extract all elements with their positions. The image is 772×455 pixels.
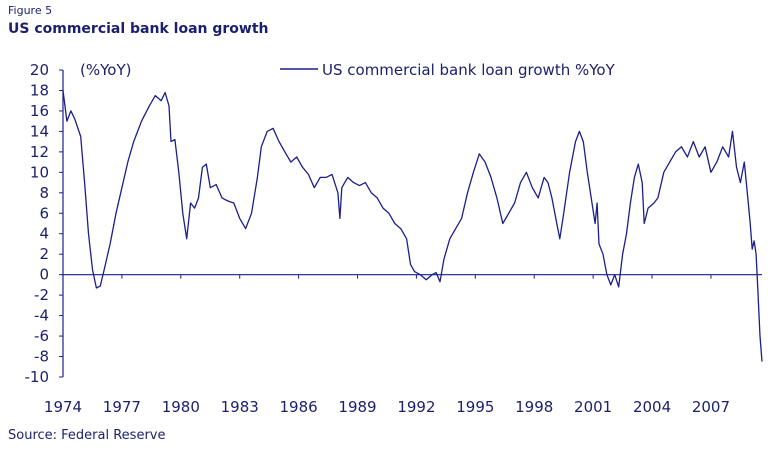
x-tick-label: 2007: [692, 398, 730, 416]
y-tick-label: -6: [34, 327, 49, 345]
y-tick-label: 20: [30, 61, 49, 79]
y-tick-label: 12: [30, 143, 49, 161]
y-tick-label: -10: [25, 368, 50, 386]
x-tick-label: 1980: [162, 398, 200, 416]
x-tick-label: 2004: [633, 398, 671, 416]
series-line: [62, 90, 763, 362]
x-tick-label: 1995: [456, 398, 494, 416]
unit-label: (%YoY): [80, 61, 131, 79]
y-tick-label: -8: [34, 348, 49, 366]
legend: US commercial bank loan growth %YoY: [280, 61, 616, 79]
x-tick-label: 1998: [515, 398, 553, 416]
y-tick-label: 18: [30, 81, 49, 99]
x-tick-label: 2001: [574, 398, 612, 416]
y-tick-label: -2: [34, 286, 49, 304]
x-tick-label: 1974: [44, 398, 82, 416]
x-tick-label: 1983: [221, 398, 259, 416]
series-group: [62, 90, 763, 362]
x-tick-label: 1986: [280, 398, 318, 416]
y-tick-label: 4: [39, 225, 49, 243]
y-tick-label: 8: [39, 184, 49, 202]
y-tick-label: 0: [39, 266, 49, 284]
x-tick-label: 1992: [397, 398, 435, 416]
source-note: Source: Federal Reserve: [8, 428, 166, 443]
x-axis: 1974 1977 1980 1983 1986 1989 1992 1995 1998 2001…: [44, 274, 762, 416]
y-tick-label: 16: [30, 102, 49, 120]
legend-label: US commercial bank loan growth %YoY: [322, 61, 616, 79]
y-tick-label: 6: [39, 204, 49, 222]
figure-label: Figure 5: [8, 4, 53, 17]
y-tick-label: 10: [30, 163, 49, 181]
chart-title: US commercial bank loan growth: [8, 21, 269, 37]
y-tick-label: 14: [30, 122, 49, 140]
x-tick-label: 1989: [338, 398, 376, 416]
y-tick-label: 2: [39, 245, 49, 263]
y-tick-label: -4: [34, 307, 49, 325]
x-tick-label: 1977: [103, 398, 141, 416]
